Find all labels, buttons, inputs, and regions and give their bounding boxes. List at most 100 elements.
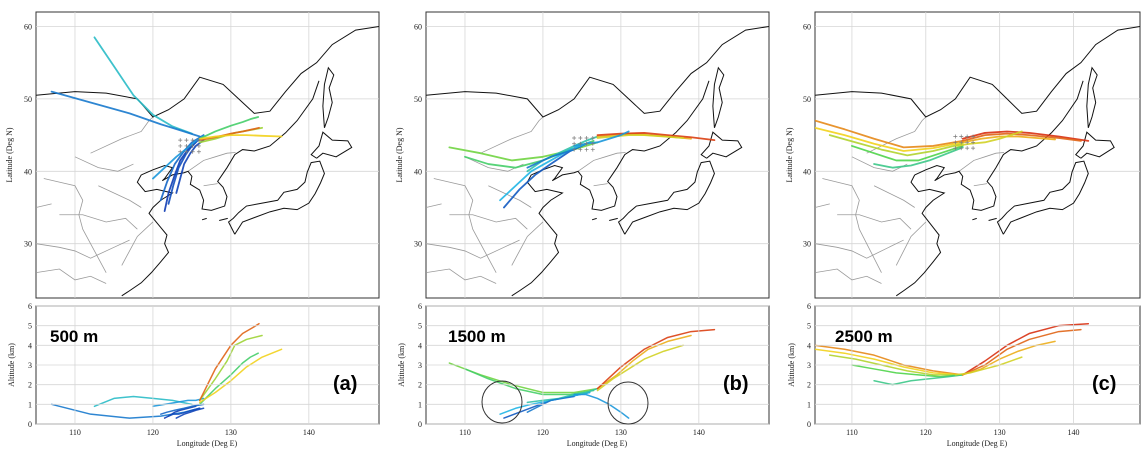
panel-label-c: (c) — [1092, 373, 1116, 395]
source-marker — [572, 135, 577, 140]
map-trajectories-c — [815, 119, 1090, 169]
profile-ytick-label: 2 — [807, 381, 811, 390]
profile-xlabel-c: Longitude (Deg E) — [947, 439, 1008, 448]
map-ytick-label: 40 — [24, 167, 32, 176]
map-trajectory-4 — [499, 141, 591, 202]
province-border — [973, 183, 988, 187]
map-ytick-label: 30 — [803, 240, 811, 249]
profile-ylabel-c: Altitude (km) — [787, 343, 796, 387]
map-ylabel-b: Latitude (Deg N) — [395, 127, 404, 182]
profile-xtick-label: 120 — [537, 428, 549, 437]
source-marker — [196, 138, 201, 143]
profile-ticks-a: 0 1 2 3 4 5 6 110 120 130 140 — [28, 302, 379, 437]
coastline — [895, 174, 946, 297]
map-frame-c — [814, 11, 1141, 299]
coastline — [322, 66, 335, 129]
map-trajectory-6 — [175, 139, 205, 194]
profile-xtick-label: 120 — [920, 428, 932, 437]
profile-ytick-label: 6 — [807, 302, 811, 311]
source-marker — [190, 143, 195, 148]
profile-xtick-label: 110 — [459, 428, 471, 437]
coastline — [531, 80, 710, 211]
province-border — [426, 203, 442, 208]
map-ytick-label: 50 — [24, 95, 32, 104]
profile-xtick-label: 120 — [147, 428, 159, 437]
map-trajectory-4 — [167, 137, 201, 205]
profile-trajectory-6 — [175, 407, 205, 419]
coastline — [219, 217, 228, 222]
province-border — [426, 239, 520, 259]
map-trajectory-7 — [596, 132, 716, 142]
province-border — [958, 152, 1005, 172]
profile-trajectory-4 — [499, 391, 591, 415]
province-border — [36, 268, 107, 284]
coastline — [617, 160, 715, 235]
map-frame-b — [425, 11, 770, 299]
map-y-ticks-b: 30 40 50 60 — [414, 22, 422, 248]
profile-xtick-label: 110 — [846, 428, 858, 437]
profile-ytick-label: 4 — [28, 341, 32, 350]
province-border — [121, 221, 154, 266]
height-label-c: 2500 m — [835, 327, 893, 346]
source-marker — [965, 146, 970, 151]
province-border — [98, 185, 142, 208]
height-label-b: 1500 m — [448, 327, 506, 346]
source-marker — [178, 138, 183, 143]
coastline — [972, 217, 977, 221]
profile-xlabel-a: Longitude (Deg E) — [177, 439, 238, 448]
profile-trajectory-1 — [93, 395, 193, 408]
profile-trajectory-1 — [815, 344, 964, 376]
profile-ticks-b: 0 1 2 3 4 5 6 110 120 130 140 — [418, 302, 769, 437]
source-marker — [953, 140, 958, 145]
source-marker — [196, 143, 201, 148]
map-ytick-label: 60 — [803, 22, 811, 31]
province-border — [36, 203, 52, 208]
source-marker — [578, 135, 583, 140]
map-ytick-label: 30 — [414, 240, 422, 249]
source-marker — [196, 149, 201, 154]
profile-ytick-label: 3 — [418, 361, 422, 370]
profile-ytick-label: 3 — [28, 361, 32, 370]
source-marker — [959, 146, 964, 151]
source-marker — [590, 141, 595, 146]
coastline — [1075, 131, 1115, 159]
profile-ytick-label: 0 — [28, 420, 32, 429]
profile-trajectory-6 — [596, 334, 692, 390]
map-trajectories-b — [448, 130, 716, 209]
profile-ytick-label: 5 — [418, 322, 422, 331]
coastline — [121, 174, 174, 297]
map-trajectory-9 — [954, 130, 1023, 147]
profile-ytick-label: 4 — [807, 341, 811, 350]
profile-trajectory-8 — [198, 352, 259, 406]
profile-ytick-label: 3 — [807, 361, 811, 370]
map-trajectory-1 — [93, 36, 193, 135]
map-ylabel-c: Latitude (Deg N) — [785, 127, 794, 182]
map-layer-c — [815, 12, 1140, 298]
profile-trajectory-5 — [873, 374, 964, 386]
map-trajectory-4 — [851, 145, 964, 162]
profile-trajectory-4 — [167, 407, 201, 417]
profile-trajectory-7 — [961, 328, 1082, 376]
profile-ylabel-a: Altitude (km) — [7, 343, 16, 387]
source-marker — [178, 143, 183, 148]
source-marker — [578, 147, 583, 152]
coastline — [712, 66, 725, 129]
source-marker — [572, 141, 577, 146]
coastline — [591, 217, 597, 221]
profile-trajectory-9 — [954, 356, 1023, 376]
profile-xtick-label: 130 — [994, 428, 1006, 437]
source-marker — [959, 134, 964, 139]
map-ytick-label: 30 — [24, 240, 32, 249]
coastline — [700, 131, 743, 159]
panel-a: 30 40 50 60 Latitude (Deg N) 0 1 2 3 4 5 6 110 120 1… — [5, 11, 380, 448]
profile-ytick-label: 2 — [418, 381, 422, 390]
map-trajectory-5 — [159, 134, 205, 202]
profile-xtick-label: 130 — [225, 428, 237, 437]
province-border — [203, 183, 218, 187]
profile-xtick-label: 140 — [1068, 428, 1080, 437]
profile-trajectory-8 — [961, 340, 1056, 376]
profile-xtick-label: 140 — [303, 428, 315, 437]
map-trajectory-5 — [873, 146, 964, 169]
coastline — [310, 131, 353, 159]
